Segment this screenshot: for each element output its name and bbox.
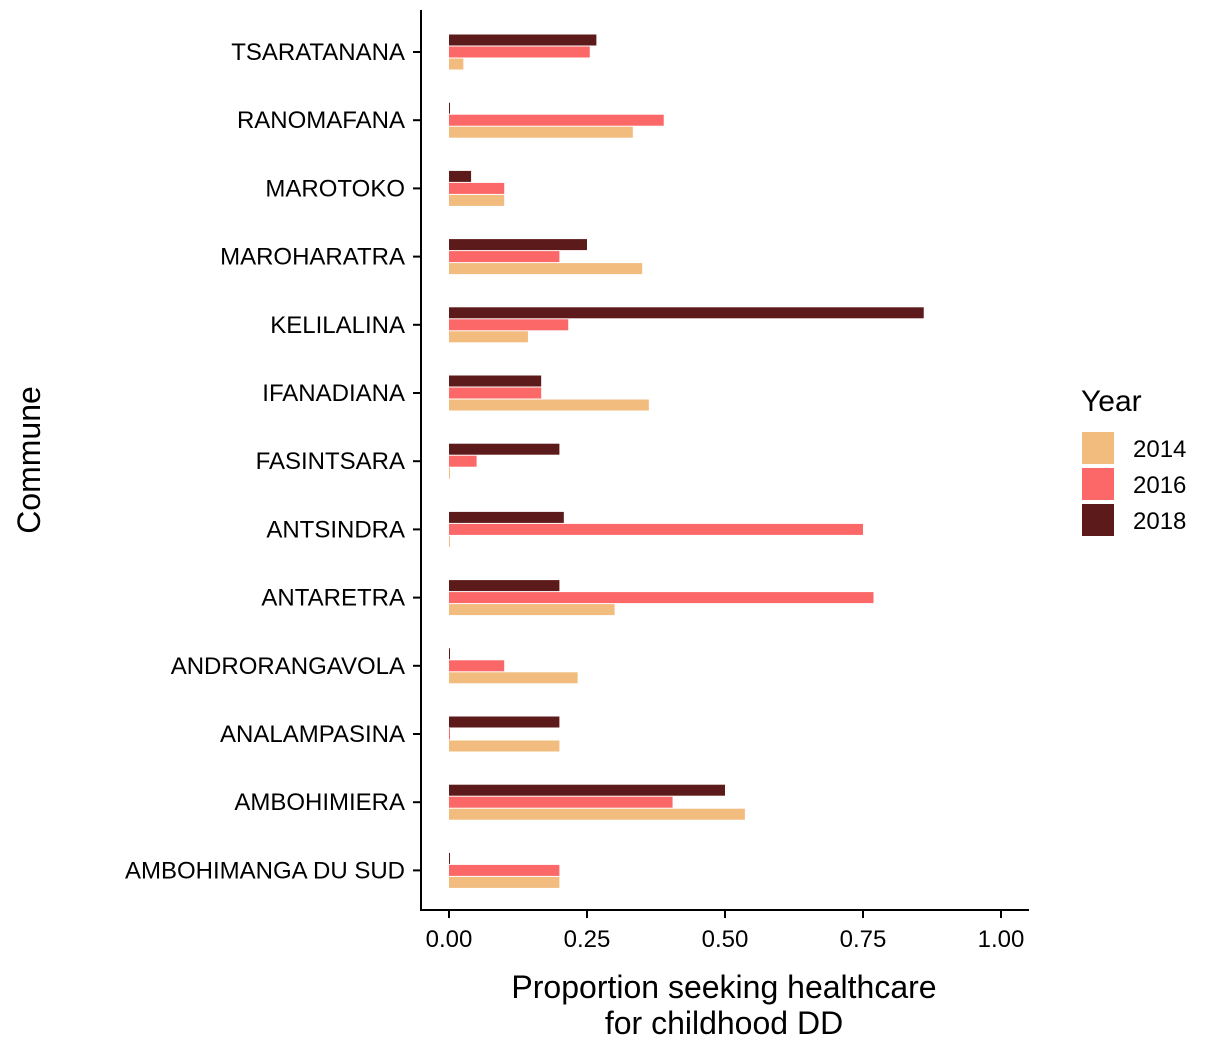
x-tick-label: 0.50: [702, 926, 749, 953]
bar-2016-ambohimiera: [449, 796, 673, 808]
bar-2018-fasintsara: [449, 443, 560, 455]
bar-2018-antsindra: [449, 511, 564, 523]
bar-2016-ifanadiana: [449, 387, 542, 399]
bar-2018-antaretra: [449, 580, 560, 592]
bar-2014-tsaratanana: [449, 58, 464, 70]
y-tick-label: FASINTSARA: [256, 448, 405, 475]
y-tick-label: ANTARETRA: [261, 585, 405, 612]
legend-label-2016: 2016: [1133, 472, 1186, 499]
bar-2016-antaretra: [449, 592, 874, 604]
bar-2014-marotoko: [449, 194, 505, 206]
bar-2014-antsindra: [449, 535, 450, 547]
bar-2016-ranomafana: [449, 114, 664, 126]
x-axis-title-line-1: Proportion seeking healthcare: [511, 969, 936, 1005]
y-tick-label: KELILALINA: [270, 312, 405, 339]
legend-title: Year: [1081, 385, 1142, 418]
legend-swatch-2016: [1082, 468, 1114, 500]
x-axis-title-line-2: for childhood DD: [605, 1005, 843, 1040]
bar-2014-analampasina: [449, 740, 560, 752]
bar-2016-ambohimanga-du-sud: [449, 864, 560, 876]
bar-2018-ambohimiera: [449, 784, 725, 796]
y-tick-label: AMBOHIMIERA: [234, 789, 405, 816]
x-ticks-group: 0.00 0.25 0.50 0.75 1.00: [426, 910, 1025, 953]
bar-2014-ifanadiana: [449, 399, 649, 411]
bar-2014-maroharatra: [449, 263, 643, 275]
bar-2018-marotoko: [449, 170, 472, 182]
legend: Year 2014 2016 2018: [1081, 385, 1186, 536]
bar-2018-kelilalina: [449, 307, 924, 319]
y-tick-label: RANOMAFANA: [237, 107, 405, 134]
y-tick-label: IFANADIANA: [262, 380, 405, 407]
bar-2016-kelilalina: [449, 319, 569, 331]
bar-2018-analampasina: [449, 716, 560, 728]
bar-2014-ambohimanga-du-sud: [449, 876, 560, 888]
y-tick-label: AMBOHIMANGA DU SUD: [125, 857, 405, 884]
x-tick-label: 0.00: [426, 926, 473, 953]
bar-2014-fasintsara: [449, 467, 450, 479]
legend-items: 2014 2016 2018: [1082, 432, 1186, 536]
y-tick-label: ANTSINDRA: [266, 516, 405, 543]
bars-group: [449, 34, 924, 888]
bar-2016-tsaratanana: [449, 46, 590, 58]
y-tick-label: ANALAMPASINA: [220, 721, 405, 748]
x-tick-label: 0.75: [840, 926, 887, 953]
bar-2016-fasintsara: [449, 455, 477, 467]
axes-group: [420, 10, 1029, 911]
y-tick-label: ANDRORANGAVOLA: [171, 653, 405, 680]
bar-2016-maroharatra: [449, 251, 560, 263]
legend-swatch-2014: [1082, 432, 1114, 464]
bar-2014-antaretra: [449, 604, 615, 616]
bar-2016-marotoko: [449, 182, 505, 194]
legend-swatch-2018: [1082, 504, 1114, 536]
bar-2018-maroharatra: [449, 239, 587, 251]
y-tick-label: MAROHARATRA: [220, 244, 405, 271]
legend-label-2014: 2014: [1133, 436, 1186, 463]
bar-2018-tsaratanana: [449, 34, 597, 46]
bar-2018-ifanadiana: [449, 375, 542, 387]
bar-2018-ambohimanga-du-sud: [449, 852, 450, 864]
bar-2014-androrangavola: [449, 672, 578, 684]
bar-2016-analampasina: [449, 728, 450, 740]
bar-2014-kelilalina: [449, 331, 528, 343]
bar-2018-ranomafana: [449, 102, 450, 114]
y-tick-label: MAROTOKO: [265, 175, 405, 202]
x-tick-label: 0.25: [564, 926, 611, 953]
x-tick-label: 1.00: [978, 926, 1025, 953]
y-tick-label: TSARATANANA: [231, 39, 405, 66]
bar-2018-androrangavola: [449, 648, 450, 660]
bar-2014-ranomafana: [449, 126, 633, 138]
bar-2016-androrangavola: [449, 660, 505, 672]
legend-label-2018: 2018: [1133, 508, 1186, 535]
bar-2016-antsindra: [449, 523, 863, 535]
y-ticks-group: TSARATANANA RANOMAFANA MAROTOKO MAROHARATRA…: [125, 39, 421, 884]
y-axis-title: Commune: [11, 386, 47, 534]
bar-2014-ambohimiera: [449, 808, 745, 820]
